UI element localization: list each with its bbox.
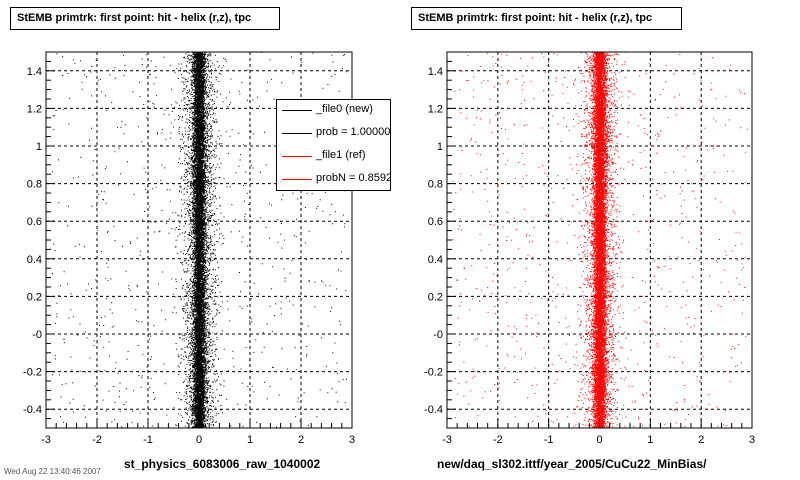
legend-line-file0: [282, 110, 312, 111]
left-plot-title: StEMB primtrk: first point: hit - helix …: [10, 7, 280, 30]
legend-label-file1: _file1 (ref): [316, 149, 366, 161]
right-plot: -0.4 -0.2 -0 0.2 0.4 0.6 0.8 1 1.2 1.4 -3 -2 -1 0 1 2 3: [424, 51, 755, 446]
legend-entry-prob: prob = 1.000000: [277, 123, 391, 143]
right-scatter-points: [452, 51, 748, 429]
right-y-tick-label: -0.4: [424, 404, 443, 416]
right-y-tick-label: -0.2: [424, 367, 443, 379]
left-x-tick-label: -2: [92, 434, 102, 446]
right-y-tick-label: 1.4: [428, 66, 443, 78]
right-y-tick-label: 1: [437, 141, 443, 153]
right-y-tick-label: 0.4: [428, 254, 443, 266]
left-x-caption: st_physics_6083006_raw_1040002: [124, 457, 321, 471]
legend: _file0 (new) prob = 1.000000 _file1 (ref…: [276, 99, 391, 191]
right-y-tick-label: 0.6: [428, 216, 443, 228]
legend-label-prob: prob = 1.000000: [316, 126, 391, 138]
right-x-tick-label: -1: [544, 434, 554, 446]
left-y-tick-label: -0.2: [23, 367, 42, 379]
right-x-tick-label: 0: [596, 434, 602, 446]
left-y-tick-label: -0: [32, 329, 42, 341]
left-y-tick-label: 0.2: [27, 291, 42, 303]
left-x-tick-label: -1: [143, 434, 153, 446]
right-y-tick-label: -0: [433, 329, 443, 341]
right-x-tick-label: 1: [647, 434, 653, 446]
right-y-axis: -0.4 -0.2 -0 0.2 0.4 0.6 0.8 1 1.2 1.4: [424, 51, 456, 429]
right-x-tick-label: -2: [493, 434, 503, 446]
right-x-axis: -3 -2 -1 0 1 2 3: [442, 419, 755, 446]
left-y-tick-label: 0.4: [27, 254, 42, 266]
legend-entry-file0: _file0 (new): [277, 100, 391, 120]
right-y-tick-label: 1.2: [428, 103, 443, 115]
legend-entry-file1: _file1 (ref): [277, 146, 391, 166]
legend-line-prob: [282, 133, 312, 134]
right-y-tick-label: 0.2: [428, 291, 443, 303]
left-x-tick-label: 0: [196, 434, 202, 446]
legend-label-probn: probN = 0.859233: [316, 172, 391, 184]
legend-box: _file0 (new) prob = 1.000000 _file1 (ref…: [276, 99, 391, 191]
left-y-tick-label: 1.4: [27, 66, 42, 78]
left-y-tick-label: 1: [36, 141, 42, 153]
right-x-tick-label: -3: [442, 434, 452, 446]
right-x-tick-label: 2: [698, 434, 704, 446]
left-scatter-points: [51, 51, 347, 429]
left-x-tick-label: -3: [41, 434, 51, 446]
left-x-tick-label: 2: [298, 434, 304, 446]
legend-label-file0: _file0 (new): [316, 103, 373, 115]
left-y-tick-label: 1.2: [27, 103, 42, 115]
left-y-axis: -0.4 -0.2 -0 0.2 0.4 0.6 0.8 1 1.2 1.4: [23, 51, 55, 429]
left-x-tick-label: 1: [247, 434, 253, 446]
legend-line-file1: [282, 156, 312, 157]
right-y-tick-label: 0.8: [428, 179, 443, 191]
right-x-tick-label: 3: [749, 434, 755, 446]
left-x-tick-label: 3: [349, 434, 355, 446]
left-y-tick-label: -0.4: [23, 404, 42, 416]
left-x-axis: -3 -2 -1 0 1 2 3: [41, 419, 355, 446]
legend-entry-probn: probN = 0.859233: [277, 169, 391, 189]
left-y-tick-label: 0.6: [27, 216, 42, 228]
left-y-tick-label: 0.8: [27, 179, 42, 191]
right-x-caption: new/daq_sl302.ittf/year_2005/CuCu22_MinB…: [437, 457, 707, 471]
timestamp-footer: Wed Aug 22 13:40:46 2007: [4, 467, 101, 476]
legend-line-probn: [282, 179, 312, 180]
right-plot-title: StEMB primtrk: first point: hit - helix …: [411, 7, 682, 30]
